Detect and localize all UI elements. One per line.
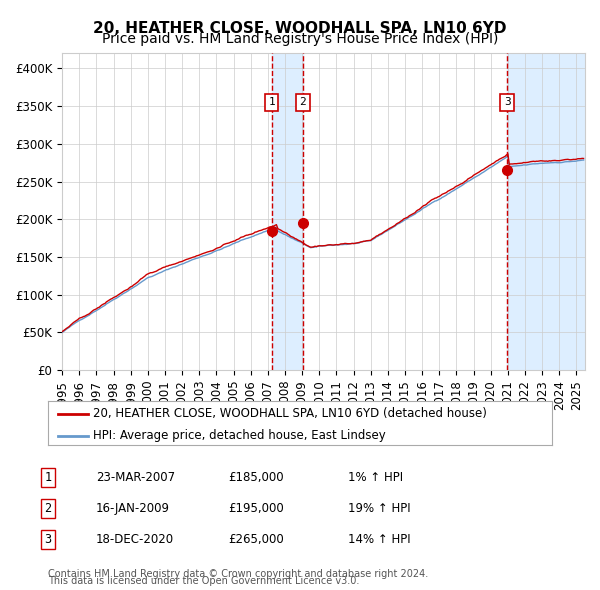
Text: 1: 1 — [44, 471, 52, 484]
Text: 1% ↑ HPI: 1% ↑ HPI — [348, 471, 403, 484]
Bar — [507, 53, 585, 370]
Text: 2: 2 — [44, 502, 52, 515]
Text: HPI: Average price, detached house, East Lindsey: HPI: Average price, detached house, East… — [94, 429, 386, 442]
Text: 14% ↑ HPI: 14% ↑ HPI — [348, 533, 410, 546]
Text: 19% ↑ HPI: 19% ↑ HPI — [348, 502, 410, 515]
Text: 20, HEATHER CLOSE, WOODHALL SPA, LN10 6YD (detached house): 20, HEATHER CLOSE, WOODHALL SPA, LN10 6Y… — [94, 407, 487, 420]
Text: This data is licensed under the Open Government Licence v3.0.: This data is licensed under the Open Gov… — [48, 576, 359, 586]
Text: 23-MAR-2007: 23-MAR-2007 — [96, 471, 175, 484]
Text: 20, HEATHER CLOSE, WOODHALL SPA, LN10 6YD: 20, HEATHER CLOSE, WOODHALL SPA, LN10 6Y… — [93, 21, 507, 35]
Text: Contains HM Land Registry data © Crown copyright and database right 2024.: Contains HM Land Registry data © Crown c… — [48, 569, 428, 579]
Text: £265,000: £265,000 — [228, 533, 284, 546]
Text: 16-JAN-2009: 16-JAN-2009 — [96, 502, 170, 515]
Text: Price paid vs. HM Land Registry's House Price Index (HPI): Price paid vs. HM Land Registry's House … — [102, 32, 498, 47]
Text: 1: 1 — [268, 97, 275, 107]
Text: 3: 3 — [44, 533, 52, 546]
Text: 18-DEC-2020: 18-DEC-2020 — [96, 533, 174, 546]
Text: 3: 3 — [504, 97, 511, 107]
Text: 2: 2 — [299, 97, 306, 107]
Text: £195,000: £195,000 — [228, 502, 284, 515]
Text: £185,000: £185,000 — [228, 471, 284, 484]
Bar — [272, 53, 303, 370]
